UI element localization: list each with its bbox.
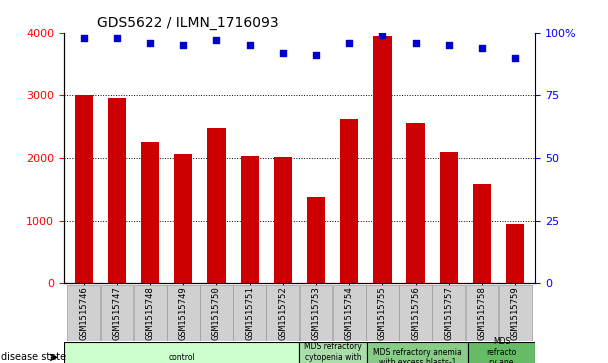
- Point: [145, 40, 155, 46]
- Text: GSM1515754: GSM1515754: [345, 287, 354, 340]
- Text: MDS refractory
cytopenia with
multilineage dysplasia: MDS refractory cytopenia with multilinea…: [290, 342, 376, 363]
- Bar: [473, 184, 491, 283]
- Text: GSM1515755: GSM1515755: [378, 287, 387, 340]
- Text: MDS
refracto
ry ane
mia with: MDS refracto ry ane mia with: [485, 337, 518, 363]
- Text: control: control: [168, 353, 195, 362]
- Bar: [307, 197, 325, 283]
- Point: [245, 42, 255, 48]
- Point: [411, 40, 421, 46]
- Bar: [64, 342, 299, 363]
- Text: GSM1515750: GSM1515750: [212, 287, 221, 340]
- Text: GSM1515753: GSM1515753: [311, 287, 320, 340]
- Text: GSM1515747: GSM1515747: [112, 287, 122, 340]
- Text: GSM1515758: GSM1515758: [477, 287, 486, 340]
- Bar: [499, 285, 531, 341]
- Bar: [274, 157, 292, 283]
- Bar: [407, 123, 425, 283]
- Text: GDS5622 / ILMN_1716093: GDS5622 / ILMN_1716093: [97, 16, 278, 30]
- Bar: [440, 152, 458, 283]
- Bar: [233, 285, 266, 341]
- Bar: [167, 285, 199, 341]
- Bar: [399, 285, 432, 341]
- Text: GSM1515751: GSM1515751: [245, 287, 254, 340]
- Bar: [432, 285, 465, 341]
- Point: [112, 35, 122, 41]
- Bar: [373, 36, 392, 283]
- Text: MDS refractory anemia
with excess blasts-1: MDS refractory anemia with excess blasts…: [373, 348, 461, 363]
- Text: GSM1515759: GSM1515759: [511, 287, 520, 340]
- Text: GSM1515746: GSM1515746: [79, 287, 88, 340]
- Bar: [300, 285, 333, 341]
- Point: [477, 45, 487, 50]
- Bar: [75, 95, 93, 283]
- Text: GSM1515757: GSM1515757: [444, 287, 453, 340]
- Point: [344, 40, 354, 46]
- Point: [212, 37, 221, 43]
- Bar: [266, 285, 299, 341]
- Bar: [141, 142, 159, 283]
- Bar: [174, 154, 192, 283]
- Point: [510, 55, 520, 61]
- Bar: [367, 342, 468, 363]
- Bar: [466, 285, 499, 341]
- Bar: [468, 342, 535, 363]
- Bar: [241, 156, 259, 283]
- Point: [178, 42, 188, 48]
- Text: GSM1515756: GSM1515756: [411, 287, 420, 340]
- Bar: [299, 342, 367, 363]
- Bar: [67, 285, 100, 341]
- Bar: [340, 119, 358, 283]
- Point: [378, 32, 387, 38]
- Bar: [134, 285, 167, 341]
- Point: [444, 42, 454, 48]
- Bar: [108, 98, 126, 283]
- Text: disease state: disease state: [1, 352, 66, 362]
- Text: GSM1515752: GSM1515752: [278, 287, 288, 340]
- Bar: [506, 224, 524, 283]
- Bar: [366, 285, 399, 341]
- Point: [278, 50, 288, 56]
- Text: GSM1515748: GSM1515748: [146, 287, 154, 340]
- Point: [311, 52, 321, 58]
- Bar: [333, 285, 365, 341]
- Bar: [200, 285, 233, 341]
- Text: GSM1515749: GSM1515749: [179, 287, 188, 340]
- Bar: [207, 128, 226, 283]
- Bar: [100, 285, 133, 341]
- Point: [79, 35, 89, 41]
